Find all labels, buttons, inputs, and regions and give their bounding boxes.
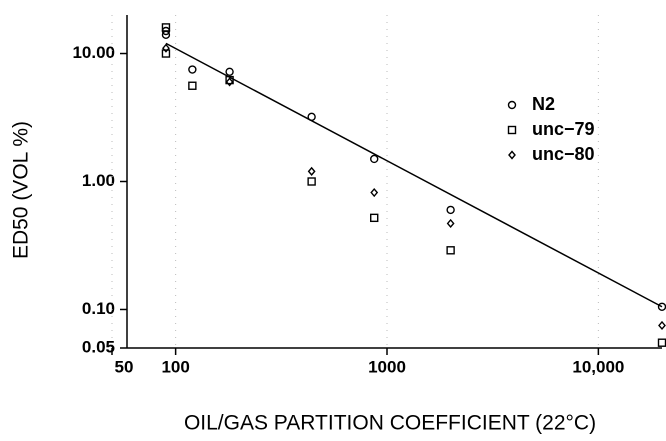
- point: [225, 77, 234, 87]
- point: [307, 166, 316, 176]
- point: [370, 154, 379, 164]
- point: [446, 205, 455, 215]
- y-tick-label: 0.10: [82, 299, 115, 318]
- point: [307, 177, 316, 186]
- legend-label: N2: [532, 94, 555, 114]
- x-tick-label: 1000: [368, 357, 406, 376]
- point: [370, 213, 379, 223]
- point: [658, 320, 666, 331]
- point: [370, 187, 379, 198]
- point: [225, 75, 234, 85]
- x-tick-label: 10,000: [572, 357, 624, 376]
- point: [188, 65, 197, 74]
- point: [657, 338, 666, 347]
- point: [188, 81, 197, 90]
- y-tick-label: 10.00: [72, 43, 115, 62]
- point: [161, 23, 171, 32]
- x-tick-label: 50: [115, 357, 134, 376]
- legend-marker: [508, 150, 516, 160]
- legend-marker: [507, 125, 517, 135]
- y-tick-label: 0.05: [82, 337, 115, 356]
- legend-label: unc−79: [532, 119, 595, 139]
- legend-label: unc−80: [532, 144, 595, 164]
- point: [446, 218, 455, 229]
- point: [225, 67, 234, 76]
- fit-line: [165, 42, 663, 308]
- x-tick-label: 100: [161, 357, 189, 376]
- y-axis-label: ED50 (VOL %): [10, 121, 33, 259]
- point: [307, 112, 316, 122]
- point: [446, 246, 455, 255]
- legend-marker: [507, 100, 517, 110]
- point: [162, 43, 170, 53]
- y-tick-label: 1.00: [82, 171, 115, 190]
- point: [161, 49, 171, 58]
- x-axis-label: OIL/GAS PARTITION COEFFICIENT (22°C): [184, 412, 596, 435]
